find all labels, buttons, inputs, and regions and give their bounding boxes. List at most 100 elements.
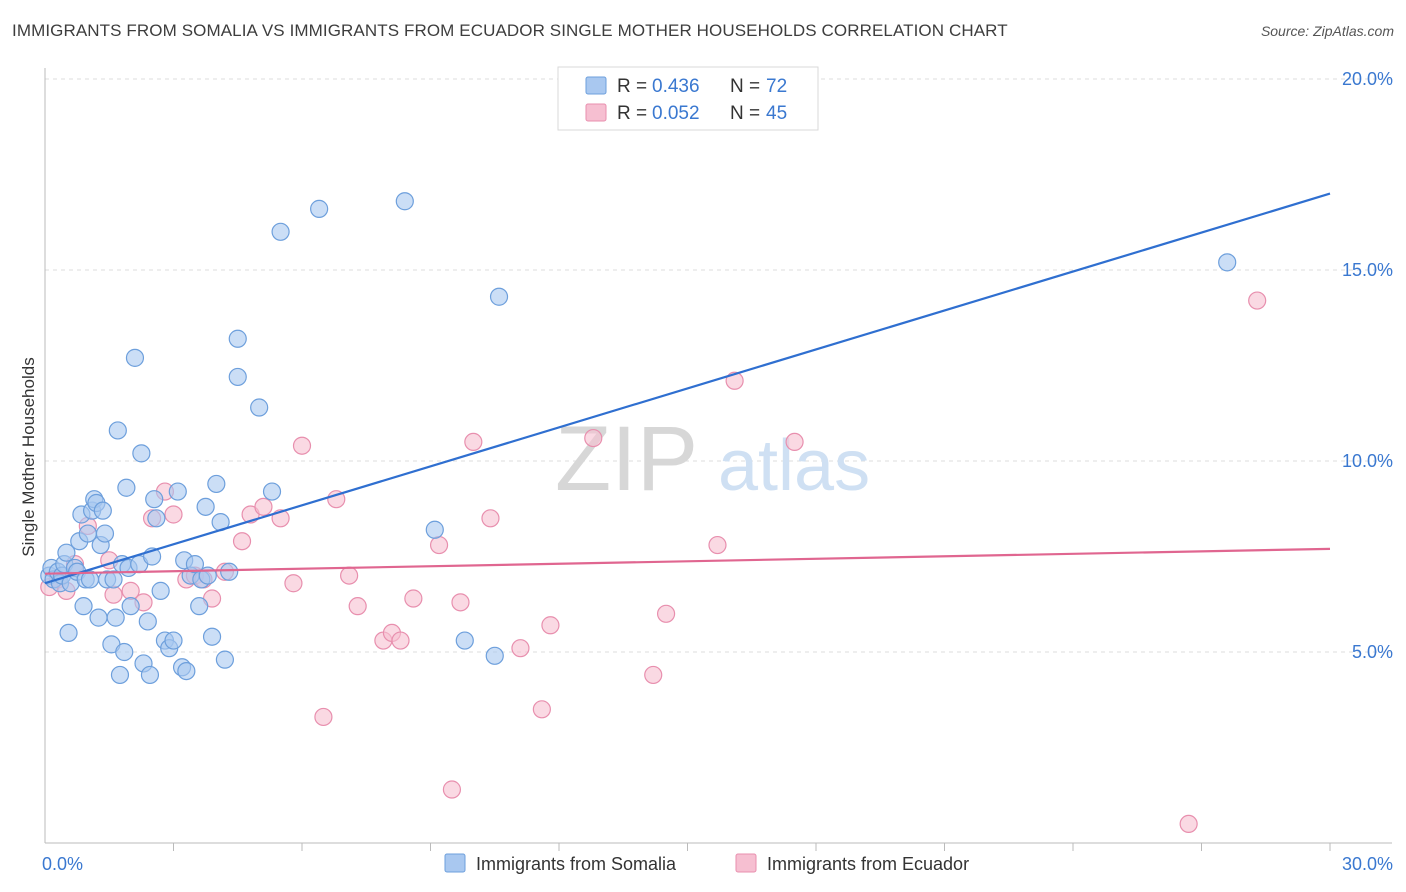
legend-swatch-ecuador <box>585 103 607 122</box>
legend-n-label-somalia: N = <box>730 76 760 97</box>
y-tick-label: 20.0% <box>1342 69 1393 89</box>
somalia-point <box>489 287 509 306</box>
ecuador-point <box>254 497 273 516</box>
somalia-points <box>40 192 1237 685</box>
ecuador-point <box>532 700 551 719</box>
bottom-legend-label-somalia: Immigrants from Somalia <box>476 854 677 874</box>
ecuador-point <box>429 535 449 555</box>
somalia-point <box>95 524 115 543</box>
somalia-point <box>220 562 239 581</box>
legend-r-value-somalia: 0.436 <box>652 76 700 97</box>
ecuador-point <box>464 432 483 451</box>
somalia-point <box>89 608 108 627</box>
somalia-point <box>145 490 164 509</box>
somalia-point <box>74 597 93 616</box>
somalia-point <box>215 650 234 669</box>
ecuador-point <box>541 616 560 635</box>
somalia-point <box>168 482 187 501</box>
somalia-point <box>228 329 247 348</box>
ecuador-point <box>348 597 367 616</box>
ecuador-point <box>404 589 423 608</box>
x-tick-label: 0.0% <box>42 854 83 874</box>
somalia-point <box>190 597 209 616</box>
ecuador-point <box>511 639 530 658</box>
watermark-zip: ZIP <box>555 408 698 510</box>
bottom-legend-swatch-ecuador <box>735 853 757 873</box>
ecuador-point <box>708 535 727 555</box>
somalia-point <box>121 597 140 616</box>
somalia-point <box>115 642 134 662</box>
somalia-point <box>104 570 123 589</box>
series-legend: Immigrants from Somalia Immigrants from … <box>444 853 969 874</box>
somalia-point <box>106 608 125 627</box>
bottom-legend-swatch-somalia <box>444 853 466 873</box>
legend-n-label-ecuador: N = <box>730 103 760 124</box>
somalia-point <box>59 623 78 643</box>
ecuador-trend-line <box>44 547 1331 575</box>
somalia-point <box>485 646 504 665</box>
somalia-point <box>164 631 183 650</box>
y-axis-label: Single Mother Households <box>19 357 38 556</box>
legend-r-label-ecuador: R = <box>617 103 647 124</box>
somalia-point <box>117 478 136 497</box>
y-tick-label: 15.0% <box>1342 260 1393 280</box>
ecuador-point <box>104 585 123 604</box>
somalia-point <box>108 421 127 440</box>
somalia-point <box>262 482 282 501</box>
somalia-point <box>455 631 474 650</box>
ecuador-point <box>1248 291 1267 310</box>
legend-r-value-ecuador: 0.052 <box>652 103 700 124</box>
somalia-point <box>196 497 215 516</box>
ecuador-point <box>327 490 346 509</box>
chart-title: IMMIGRANTS FROM SOMALIA VS IMMIGRANTS FR… <box>12 21 1008 40</box>
y-tick-label: 10.0% <box>1342 451 1393 471</box>
somalia-point <box>1218 253 1237 272</box>
ecuador-point <box>164 505 183 524</box>
somalia-point <box>310 199 329 218</box>
somalia-point <box>151 581 170 600</box>
ecuador-point <box>481 509 500 528</box>
somalia-point <box>207 474 226 494</box>
legend-n-value-somalia: 72 <box>766 76 787 97</box>
somalia-point <box>93 501 112 520</box>
somalia-point <box>177 661 196 681</box>
ecuador-point <box>785 432 804 451</box>
somalia-point <box>125 348 145 367</box>
somalia-trend-line <box>44 192 1331 585</box>
source-credit: Source: ZipAtlas.com <box>1260 23 1394 39</box>
bottom-legend-label-ecuador: Immigrants from Ecuador <box>767 854 969 874</box>
axes <box>44 68 1392 851</box>
somalia-point <box>425 520 444 539</box>
legend-r-label-somalia: R = <box>617 76 647 97</box>
ecuador-point <box>391 631 410 650</box>
somalia-point <box>395 192 414 211</box>
ecuador-point <box>232 532 252 551</box>
somalia-point <box>228 367 247 387</box>
somalia-point <box>250 398 269 417</box>
trend-lines <box>44 192 1331 585</box>
ecuador-point <box>644 665 663 685</box>
ecuador-point <box>340 566 359 585</box>
ecuador-point <box>584 428 603 448</box>
somalia-point <box>110 665 130 685</box>
somalia-point <box>185 555 205 574</box>
somalia-point <box>147 509 166 528</box>
ecuador-point <box>284 574 303 593</box>
somalia-point <box>57 543 76 562</box>
watermark: ZIP atlas <box>555 408 870 510</box>
tick-labels: 5.0% 10.0% 15.0% 20.0% 0.0% 30.0% <box>42 69 1393 874</box>
ecuador-point <box>1179 814 1198 834</box>
legend-swatch-somalia <box>585 76 607 95</box>
ecuador-point <box>292 436 312 455</box>
ecuador-point <box>442 780 462 799</box>
ecuador-point <box>656 604 676 623</box>
somalia-point <box>132 444 151 463</box>
somalia-point <box>271 222 290 241</box>
stats-legend: R = 0.436 N = 72 R = 0.052 N = 45 <box>557 66 819 131</box>
ecuador-point <box>314 707 333 727</box>
somalia-point <box>202 627 222 646</box>
somalia-point <box>138 612 157 631</box>
y-tick-label: 5.0% <box>1352 642 1393 662</box>
ecuador-point <box>451 593 470 612</box>
